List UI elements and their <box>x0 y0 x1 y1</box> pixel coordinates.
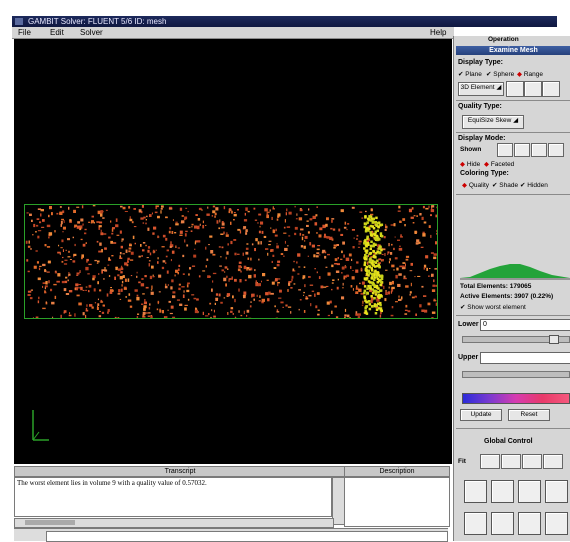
display-mode-icon-1[interactable] <box>497 143 513 157</box>
mesh-elements-plot <box>25 205 437 318</box>
lower-label: Lower <box>458 321 479 328</box>
quality-type-label: Quality Type: <box>458 103 502 110</box>
graphics-viewport[interactable] <box>14 39 452 464</box>
zones-command-icon[interactable] <box>518 480 541 503</box>
description-header: Description <box>344 466 450 477</box>
examine-mesh-icon[interactable] <box>491 512 514 535</box>
fit-label: Fit <box>458 458 466 465</box>
display-type-sphere[interactable]: ✔ Sphere <box>486 70 514 78</box>
tools-command-icon[interactable] <box>545 480 568 503</box>
coloring-shade[interactable]: ✔ Shade <box>492 181 518 189</box>
orient-view-icon[interactable] <box>522 454 542 469</box>
upper-label: Upper <box>458 354 478 361</box>
description-pane <box>344 477 450 527</box>
render-mode-icon[interactable] <box>543 454 563 469</box>
display-attributes-icon[interactable] <box>518 512 541 535</box>
global-control-label: Global Control <box>484 438 533 445</box>
command-input[interactable] <box>46 531 448 542</box>
menu-solver[interactable]: Solver <box>80 27 103 38</box>
display-mode-label: Display Mode: <box>458 135 505 142</box>
display-mode-icon-2[interactable] <box>514 143 530 157</box>
app-icon <box>15 18 23 25</box>
window-title: GAMBIT Solver: FLUENT 5/6 ID: mesh <box>28 16 166 27</box>
select-view-icon[interactable] <box>501 454 521 469</box>
upper-slider[interactable] <box>462 371 570 378</box>
command-bar <box>14 528 448 541</box>
menu-help[interactable]: Help <box>430 27 446 38</box>
update-button[interactable]: Update <box>460 409 502 421</box>
fit-to-window-icon[interactable] <box>480 454 500 469</box>
display-mode-icon-3[interactable] <box>531 143 547 157</box>
transcript-header: Transcript <box>14 466 346 477</box>
show-worst-element[interactable]: ✔ Show worst element <box>460 303 526 311</box>
display-type-plane[interactable]: ✔ Plane <box>458 70 482 78</box>
element-type-dropdown[interactable]: 3D Element ◢ <box>458 82 504 96</box>
volume-element-icon[interactable] <box>506 81 524 97</box>
hide-toggle[interactable]: ◆ Hide <box>460 160 480 168</box>
examine-mesh-header: Examine Mesh <box>456 46 570 55</box>
menu-file[interactable]: File <box>18 27 31 38</box>
coordinate-axes-icon <box>29 404 55 444</box>
geometry-command-icon[interactable] <box>464 480 487 503</box>
quality-histogram[interactable] <box>460 258 570 280</box>
pyramid-element-icon[interactable] <box>542 81 560 97</box>
operation-tab[interactable]: Operation <box>488 36 519 43</box>
transcript-text: The worst element lies in volume 9 with … <box>14 477 332 517</box>
wedge-element-icon[interactable] <box>524 81 542 97</box>
transcript-horizontal-scrollbar[interactable] <box>14 518 334 528</box>
coloring-quality[interactable]: ◆ Quality <box>462 181 489 189</box>
lower-slider[interactable] <box>462 336 570 343</box>
menu-bar: File Edit Solver Help <box>12 27 454 39</box>
total-elements: Total Elements: 179065 <box>460 283 531 290</box>
mesh-command-icon[interactable] <box>491 480 514 503</box>
menu-edit[interactable]: Edit <box>50 27 64 38</box>
display-mode-icon-4[interactable] <box>548 143 564 157</box>
measure-icon[interactable] <box>545 512 568 535</box>
window-title-bar: GAMBIT Solver: FLUENT 5/6 ID: mesh <box>12 16 557 27</box>
coloring-hidden[interactable]: ✔ Hidden <box>520 181 548 189</box>
coordinate-icon[interactable] <box>464 512 487 535</box>
mesh-domain <box>24 204 438 319</box>
coloring-type-label: Coloring Type: <box>460 170 509 177</box>
upper-input[interactable] <box>480 352 570 364</box>
color-spectrum-bar <box>462 393 570 404</box>
reset-button[interactable]: Reset <box>508 409 550 421</box>
quality-type-dropdown[interactable]: EquiSize Skew ◢ <box>462 115 524 129</box>
scroll-thumb[interactable] <box>25 520 75 525</box>
lower-slider-handle[interactable] <box>549 335 559 344</box>
active-elements: Active Elements: 3907 (0.22%) <box>460 293 553 300</box>
faceted-toggle[interactable]: ◆ Faceted <box>484 160 514 168</box>
lower-input[interactable]: 0 <box>480 319 570 331</box>
display-type-range[interactable]: ◆ Range <box>517 70 543 78</box>
display-type-label: Display Type: <box>458 59 503 66</box>
operation-panel: Operation Examine Mesh Display Type: ✔ P… <box>453 36 570 541</box>
shown-label: Shown <box>460 146 481 153</box>
